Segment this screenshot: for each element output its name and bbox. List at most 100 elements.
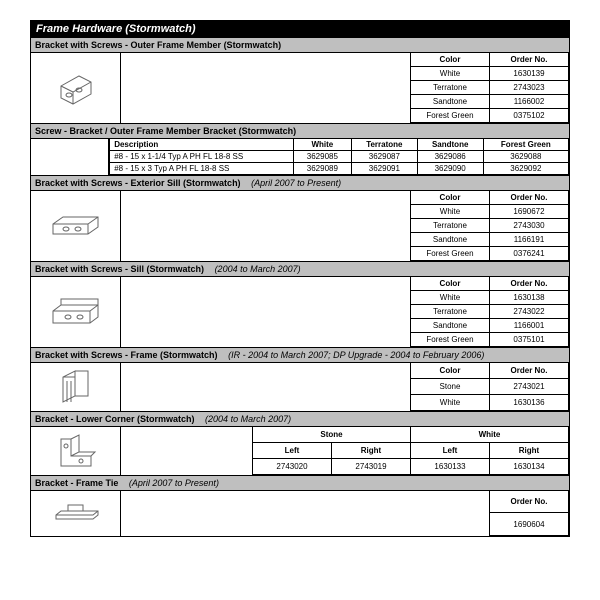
section-header-lower-corner: Bracket - Lower Corner (Stormwatch) (200… <box>30 412 570 427</box>
col-header: Stone <box>253 427 411 442</box>
cell: 1166191 <box>490 233 569 247</box>
cell: 3629092 <box>483 163 568 175</box>
product-image-3 <box>31 191 121 261</box>
cell: White <box>411 291 490 305</box>
col-header: Forest Green <box>483 139 568 151</box>
cell: White <box>411 205 490 219</box>
cell: 2743023 <box>490 81 569 95</box>
table-7: Order No. 1690604 <box>489 491 569 536</box>
header-text: Bracket - Lower Corner (Stormwatch) <box>35 414 195 424</box>
product-image-7 <box>31 491 121 536</box>
col-header: White <box>411 427 569 442</box>
section-body-4: ColorOrder No. White1630138 Terratone274… <box>30 277 570 348</box>
cell: 2743022 <box>490 305 569 319</box>
header-note: (IR - 2004 to March 2007; DP Upgrade - 2… <box>228 350 484 360</box>
cell: #8 - 15 x 3 Typ A PH FL 18-8 SS <box>110 163 294 175</box>
header-text: Bracket - Frame Tie <box>35 478 118 488</box>
cell: Terratone <box>411 219 490 233</box>
cell: Forest Green <box>411 109 490 123</box>
product-image-6 <box>31 427 121 475</box>
cell: 2743020 <box>253 458 332 474</box>
cell: 2743021 <box>490 378 569 394</box>
header-text: Bracket with Screws - Frame (Stormwatch) <box>35 350 218 360</box>
cell: 2743019 <box>332 458 411 474</box>
cell: 1630133 <box>411 458 490 474</box>
col-header: Left <box>253 442 332 458</box>
section-body-1: ColorOrder No. White1630139 Terratone274… <box>30 53 570 124</box>
cell: 2743030 <box>490 219 569 233</box>
section-body-5: ColorOrder No. Stone2743021 White1630136 <box>30 363 570 412</box>
col-header: Right <box>490 442 569 458</box>
header-text: Bracket with Screws - Outer Frame Member… <box>35 40 281 50</box>
cell: White <box>411 67 490 81</box>
section-header-outer-frame: Bracket with Screws - Outer Frame Member… <box>30 38 570 53</box>
cell: Forest Green <box>411 247 490 261</box>
col-header: Description <box>110 139 294 151</box>
cell: 1630138 <box>490 291 569 305</box>
table-4: ColorOrder No. White1630138 Terratone274… <box>410 277 569 347</box>
cell: 0376241 <box>490 247 569 261</box>
table-6: Stone White Left Right Left Right 274302… <box>252 427 569 475</box>
cell: Forest Green <box>411 333 490 347</box>
cell: 1166002 <box>490 95 569 109</box>
cell: 3629090 <box>417 163 483 175</box>
section-body-3: ColorOrder No. White1690672 Terratone274… <box>30 191 570 262</box>
section-body-2: Description White Terratone Sandtone For… <box>30 139 570 176</box>
cell: 1690672 <box>490 205 569 219</box>
col-header: Sandtone <box>417 139 483 151</box>
cell: 3629087 <box>351 151 417 163</box>
cell: 1630139 <box>490 67 569 81</box>
section-header-frame: Bracket with Screws - Frame (Stormwatch)… <box>30 348 570 363</box>
cell: Terratone <box>411 81 490 95</box>
header-text: Bracket with Screws - Exterior Sill (Sto… <box>35 178 241 188</box>
cell: #8 - 15 x 1-1/4 Typ A PH FL 18-8 SS <box>110 151 294 163</box>
cell: Sandtone <box>411 233 490 247</box>
cell: 1630136 <box>490 394 569 410</box>
section-header-screw: Screw - Bracket / Outer Frame Member Bra… <box>30 124 570 139</box>
col-header: Order No. <box>490 363 569 378</box>
col-header: Terratone <box>351 139 417 151</box>
col-header: Order No. <box>490 491 569 513</box>
product-image-5 <box>31 363 121 411</box>
product-image-2 <box>31 139 109 175</box>
cell: Sandtone <box>411 319 490 333</box>
section-header-ext-sill: Bracket with Screws - Exterior Sill (Sto… <box>30 176 570 191</box>
cell: 3629086 <box>417 151 483 163</box>
table-3: ColorOrder No. White1690672 Terratone274… <box>410 191 569 261</box>
header-note: (2004 to March 2007) <box>215 264 301 274</box>
header-note: (April 2007 to Present) <box>129 478 219 488</box>
section-body-7: Order No. 1690604 <box>30 491 570 537</box>
cell: Sandtone <box>411 95 490 109</box>
cell: 3629085 <box>293 151 351 163</box>
cell: 1630134 <box>490 458 569 474</box>
col-header: Order No. <box>490 53 569 67</box>
col-header: Right <box>332 442 411 458</box>
cell: 3629089 <box>293 163 351 175</box>
header-text: Screw - Bracket / Outer Frame Member Bra… <box>35 126 296 136</box>
table-2: Description White Terratone Sandtone For… <box>109 139 569 175</box>
section-header-frame-tie: Bracket - Frame Tie (April 2007 to Prese… <box>30 476 570 491</box>
cell: Terratone <box>411 305 490 319</box>
col-header: Color <box>411 53 490 67</box>
cell: 3629091 <box>351 163 417 175</box>
header-note: (April 2007 to Present) <box>251 178 341 188</box>
cell: 1166001 <box>490 319 569 333</box>
section-header-sill: Bracket with Screws - Sill (Stormwatch) … <box>30 262 570 277</box>
col-header: Color <box>411 191 490 205</box>
col-header: White <box>293 139 351 151</box>
product-image-4 <box>31 277 121 347</box>
cell: White <box>411 394 490 410</box>
col-header: Order No. <box>490 191 569 205</box>
col-header: Left <box>411 442 490 458</box>
main-header: Frame Hardware (Stormwatch) <box>30 20 570 38</box>
col-header: Color <box>411 363 490 378</box>
cell: 0375102 <box>490 109 569 123</box>
header-note: (2004 to March 2007) <box>205 414 291 424</box>
header-text: Bracket with Screws - Sill (Stormwatch) <box>35 264 204 274</box>
section-body-6: Stone White Left Right Left Right 274302… <box>30 427 570 476</box>
cell: 3629088 <box>483 151 568 163</box>
col-header: Color <box>411 277 490 291</box>
table-1: ColorOrder No. White1630139 Terratone274… <box>410 53 569 123</box>
col-header: Order No. <box>490 277 569 291</box>
cell: Stone <box>411 378 490 394</box>
